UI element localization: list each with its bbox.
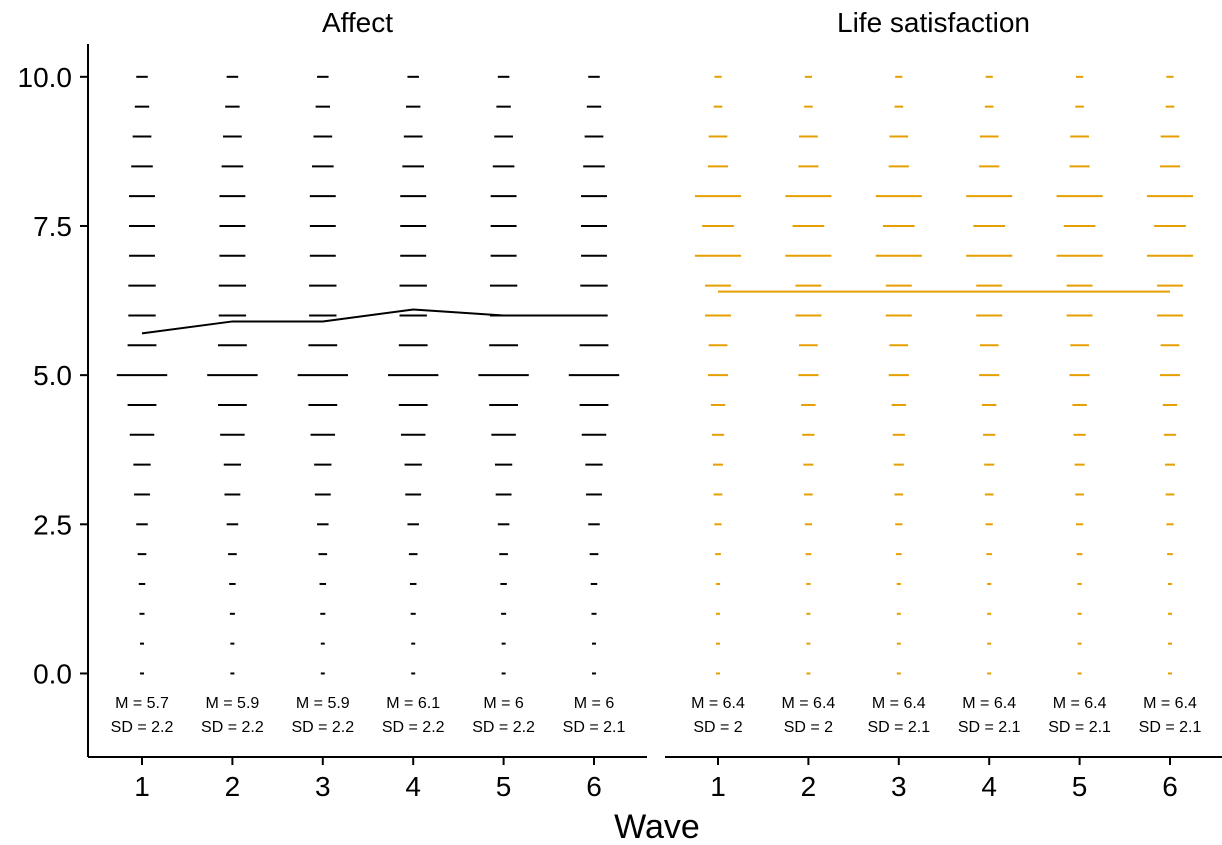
mean-label: M = 6.1 (386, 695, 440, 712)
x-tick-label: 6 (586, 771, 602, 802)
sd-label: SD = 2.2 (291, 719, 354, 736)
panel-title: Life satisfaction (837, 7, 1030, 38)
y-tick-label: 7.5 (33, 211, 72, 242)
sd-label: SD = 2.1 (563, 719, 626, 736)
x-tick-label: 2 (225, 771, 241, 802)
sd-label: SD = 2.1 (1048, 719, 1111, 736)
x-tick-label: 5 (496, 771, 512, 802)
sd-label: SD = 2.2 (472, 719, 535, 736)
x-tick-label: 5 (1072, 771, 1088, 802)
mean-label: M = 6 (483, 695, 524, 712)
y-tick-label: 0.0 (33, 658, 72, 689)
x-tick-label: 6 (1162, 771, 1178, 802)
mean-label: M = 6 (574, 695, 615, 712)
sd-label: SD = 2.2 (382, 719, 445, 736)
sd-label: SD = 2.1 (958, 719, 1021, 736)
mean-label: M = 5.7 (115, 695, 169, 712)
mean-label: M = 5.9 (296, 695, 350, 712)
panel: Life satisfaction M = 6.4 SD = 2 1 M = 6.4 SD… (665, 7, 1222, 802)
sd-label: SD = 2 (693, 719, 742, 736)
mean-label: M = 5.9 (205, 695, 259, 712)
sd-label: SD = 2.1 (867, 719, 930, 736)
x-tick-label: 1 (134, 771, 150, 802)
sd-label: SD = 2.2 (201, 719, 264, 736)
mean-label: M = 6.4 (962, 695, 1016, 712)
sd-label: SD = 2.1 (1139, 719, 1202, 736)
x-tick-label: 1 (710, 771, 726, 802)
sd-label: SD = 2 (784, 719, 833, 736)
x-tick-label: 3 (315, 771, 331, 802)
y-tick-label: 5.0 (33, 360, 72, 391)
y-tick-label: 2.5 (33, 509, 72, 540)
y-tick-label: 10.0 (18, 62, 73, 93)
x-axis-title: Wave (614, 808, 700, 845)
mean-label: M = 6.4 (872, 695, 926, 712)
panel-title: Affect (322, 7, 393, 38)
y-axis: 0.0 2.5 5.0 7.5 10.0 (18, 44, 89, 757)
mean-label: M = 6.4 (691, 695, 745, 712)
x-tick-label: 4 (981, 771, 997, 802)
mean-line (141, 308, 594, 335)
mean-label: M = 6.4 (1143, 695, 1197, 712)
mean-label: M = 6.4 (1053, 695, 1107, 712)
sd-label: SD = 2.2 (111, 719, 174, 736)
panel: Affect M = 5.7 SD = 2.2 1 M = 5.9 SD = 2.2 2 M … (88, 7, 647, 802)
x-tick-label: 2 (801, 771, 817, 802)
mean-label: M = 6.4 (781, 695, 835, 712)
x-tick-label: 4 (405, 771, 421, 802)
x-tick-label: 3 (891, 771, 907, 802)
